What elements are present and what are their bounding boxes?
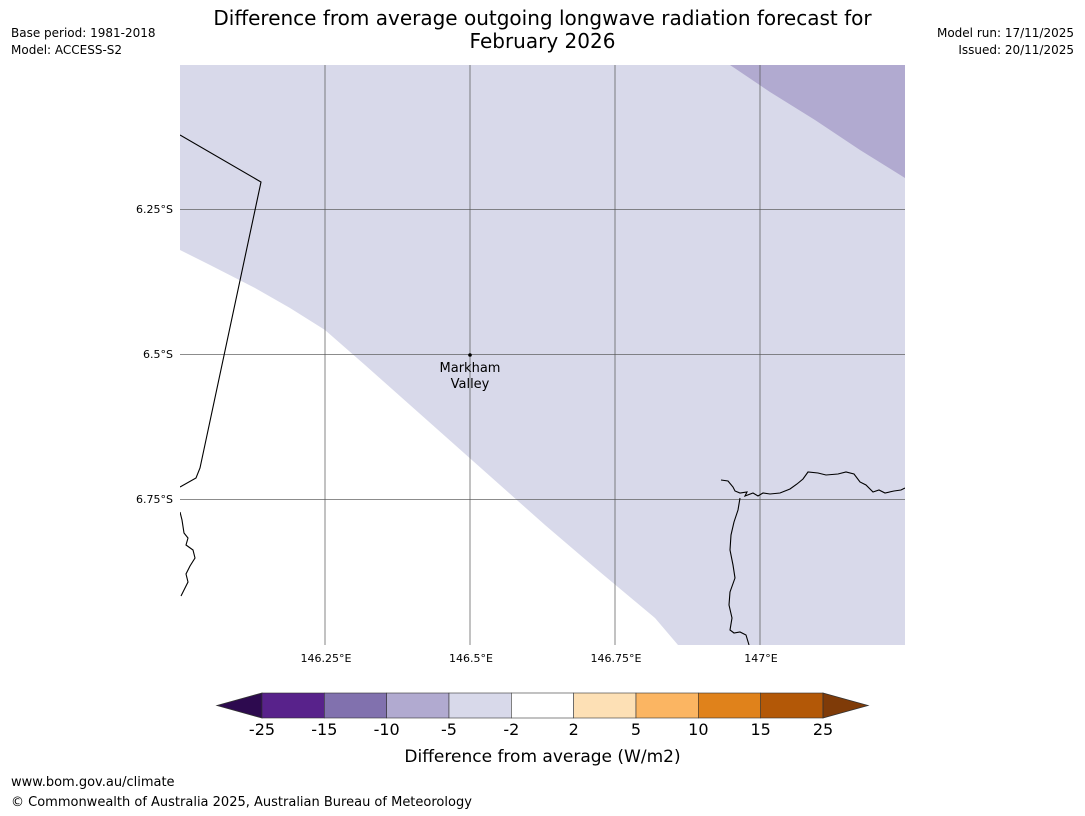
colorbar-bin [261, 692, 325, 719]
anomaly-region-minus10-to-minus5 [730, 65, 905, 178]
map-boundaries [180, 134, 905, 645]
administrative-boundary-line [180, 134, 262, 488]
colorbar-bin [698, 692, 761, 719]
coastline-west [180, 511, 196, 597]
latitude-label: 6.25°S [136, 203, 173, 216]
coastline-huon-gulf [720, 471, 905, 498]
colorbar-tick-label: 15 [750, 720, 770, 739]
colorbar-bins [261, 692, 824, 719]
colorbar-bin [573, 692, 637, 719]
longitude-label: 146.75°E [591, 652, 642, 665]
base-period-text: Base period: 1981-2018 [11, 26, 156, 40]
colorbar-tick-label: 10 [688, 720, 708, 739]
colorbar-tick-label: -25 [249, 720, 275, 739]
footer-copyright: © Commonwealth of Australia 2025, Austra… [11, 795, 472, 810]
map-title: Difference from average outgoing longwav… [180, 7, 905, 53]
colorbar-bin [511, 692, 574, 719]
colorbar-tick-label: 2 [569, 720, 579, 739]
colorbar-tick-label: 25 [813, 720, 833, 739]
colorbar-over-arrow [822, 692, 870, 719]
river-markham [728, 497, 750, 645]
colorbar-tick-labels: -25 -15 -10 -5 -2 2 5 10 15 25 [249, 720, 833, 739]
map-title-line-1: Difference from average outgoing longwav… [213, 6, 872, 30]
anomaly-region-minus5-to-minus2 [180, 65, 905, 645]
forecast-metadata-right: Model run: 17/11/2025 Issued: 20/11/2025 [937, 25, 1074, 59]
colorbar-tick-label: -5 [441, 720, 457, 739]
colorbar-title: Difference from average (W/m2) [404, 747, 680, 767]
longitude-label: 146.25°E [301, 652, 352, 665]
colorbar-tick-label: -10 [374, 720, 400, 739]
model-run-text: Model run: 17/11/2025 [936, 26, 1074, 40]
colorbar-bin [386, 692, 450, 719]
latitude-label: 6.75°S [136, 493, 173, 506]
longitude-axis-labels: 146.25°E 146.5°E 146.75°E 147°E [301, 652, 778, 665]
colorbar-under-arrow [215, 692, 263, 719]
longitude-label: 147°E [744, 652, 777, 665]
colorbar-bin [635, 692, 699, 719]
map-title-line-2: February 2026 [469, 29, 616, 53]
forecast-metadata-left: Base period: 1981-2018 Model: ACCESS-S2 [11, 25, 156, 59]
issued-date-text: Issued: 20/11/2025 [958, 43, 1074, 57]
latitude-axis-labels: 6.25°S 6.5°S 6.75°S [136, 203, 173, 506]
location-label-line-2: Valley [451, 377, 490, 392]
colorbar-tick-label: -2 [503, 720, 519, 739]
latitude-label: 6.5°S [143, 348, 173, 361]
colorbar-bin [324, 692, 387, 719]
colorbar-tick-label: 5 [631, 720, 641, 739]
colorbar-tick-label: -15 [311, 720, 337, 739]
map-plot-area: Markham Valley [180, 65, 905, 645]
colorbar-bin [760, 692, 824, 719]
footer-url: www.bom.gov.au/climate [11, 775, 175, 790]
colorbar-bin [448, 692, 512, 719]
location-marker [468, 353, 472, 357]
colorbar: -25 -15 -10 -5 -2 2 5 10 15 25 Difference from av… [215, 692, 870, 767]
model-name-text: Model: ACCESS-S2 [11, 43, 123, 57]
map-figure: Markham Valley 6.25°S 6.5°S 6.75°S 146.2… [136, 65, 905, 767]
longitude-label: 146.5°E [449, 652, 493, 665]
location-label-line-1: Markham [440, 361, 501, 376]
